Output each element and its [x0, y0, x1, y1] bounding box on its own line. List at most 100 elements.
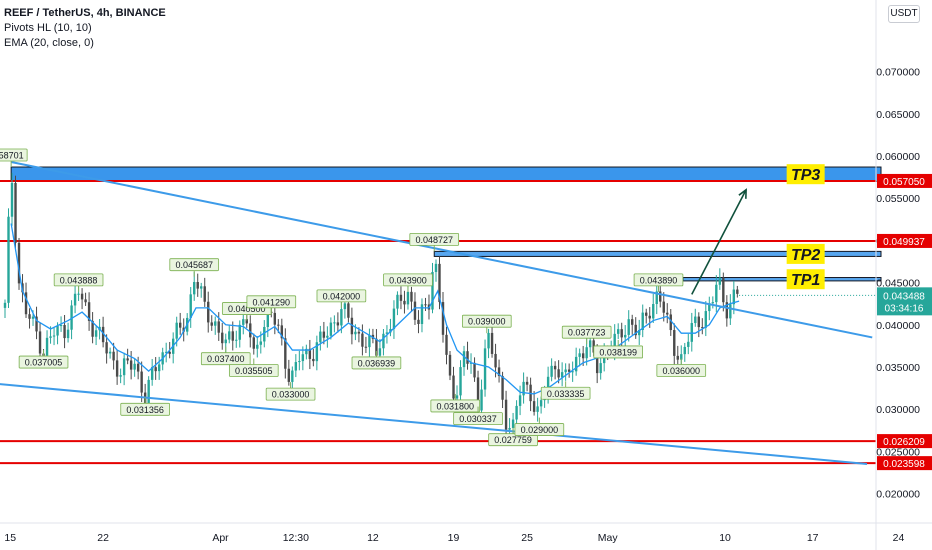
target-arrow[interactable] — [691, 189, 747, 295]
target-zone-tp2[interactable] — [433, 250, 882, 257]
candle-body — [385, 332, 389, 334]
candle-body — [736, 289, 739, 294]
candle-body — [280, 325, 284, 339]
candle-body — [666, 312, 669, 315]
x-tick-label: 25 — [521, 532, 533, 544]
y-tick-label: 0.035000 — [876, 362, 920, 374]
pivot-label-box — [514, 423, 565, 436]
level-price-label: 0.026209 — [883, 437, 925, 448]
candle-body — [56, 326, 59, 336]
quote-unit-button[interactable]: USDT — [888, 5, 920, 23]
y-tick-label: 0.065000 — [876, 109, 920, 121]
candle-body — [599, 363, 602, 374]
candle-body — [715, 284, 718, 303]
candle-countdown-label: 03:34:16 — [885, 303, 924, 314]
candle-body — [375, 338, 378, 356]
target-zone-tp3[interactable] — [10, 166, 882, 182]
candle-body — [308, 348, 312, 359]
candle-body — [336, 322, 340, 326]
candle-body — [638, 330, 641, 336]
candle-body — [434, 263, 438, 272]
candle-body — [210, 322, 213, 326]
indicator-pivots-label[interactable]: Pivots HL (10, 10) — [4, 22, 92, 34]
candle-body — [659, 291, 662, 302]
candle-body — [364, 346, 368, 348]
level-price-tag — [877, 434, 932, 449]
candle-body — [725, 302, 729, 319]
pivot-label: 0.033335 — [547, 389, 585, 399]
pivot-label: 0.043888 — [60, 275, 98, 285]
pivot-label: 0.036000 — [662, 366, 700, 376]
pivot-label-box — [383, 273, 433, 287]
candle-body — [3, 302, 7, 308]
candle-body — [245, 319, 248, 324]
pivot-label-box — [593, 345, 643, 359]
candle-body — [487, 332, 490, 349]
pivot-label: 0.027759 — [494, 435, 532, 445]
tp-label-box — [786, 164, 825, 185]
candle-body — [193, 282, 196, 295]
pivot-label: 0.039000 — [468, 317, 506, 327]
candle-body — [662, 301, 665, 313]
candle-body — [207, 301, 210, 323]
y-tick-label: 0.060000 — [876, 151, 920, 163]
current-price-label: 0.043488 — [883, 291, 925, 302]
level-price-tag — [877, 456, 932, 471]
target-zone-tp1[interactable] — [682, 277, 882, 282]
symbol-title[interactable]: REEF / TetherUS, 4h, BINANCE — [4, 7, 166, 19]
candle-body — [483, 348, 487, 390]
candle-body — [494, 353, 497, 368]
candle-body — [200, 286, 203, 289]
trendline-upper[interactable] — [10, 160, 873, 339]
candle-body — [73, 293, 77, 306]
trendline-lower[interactable] — [0, 383, 868, 465]
candle-body — [35, 316, 38, 332]
indicator-ema-label[interactable]: EMA (20, close, 0) — [4, 37, 94, 49]
level-price-label: 0.057050 — [883, 177, 925, 188]
candle-body — [722, 277, 725, 303]
candle-body — [711, 302, 715, 304]
tp-label-box — [786, 243, 825, 264]
pivot-label-box — [453, 412, 503, 425]
candle-body — [217, 321, 220, 333]
x-tick-label: 17 — [807, 532, 819, 544]
candle-body — [718, 277, 722, 285]
candle-body — [641, 312, 644, 331]
candle-body — [476, 377, 480, 411]
pivot-label-box — [461, 314, 512, 328]
candle-body — [196, 282, 199, 289]
pivot-label: 0.030337 — [459, 414, 497, 424]
candle-body — [105, 342, 108, 354]
candle-body — [157, 364, 161, 372]
candle-body — [680, 354, 683, 360]
candle-body — [473, 362, 476, 378]
candle-body — [438, 263, 441, 303]
pivot-label: 0.035505 — [235, 366, 273, 376]
candle-body — [448, 354, 452, 376]
candle-body — [136, 363, 140, 372]
level-price-tag — [877, 233, 932, 248]
pivot-label-box — [409, 232, 460, 246]
y-tick-label: 0.055000 — [876, 193, 920, 205]
candle-body — [263, 326, 266, 342]
candle-body — [648, 315, 651, 319]
candle-body — [631, 319, 634, 325]
candle-body — [238, 324, 241, 340]
candle-body — [588, 340, 592, 348]
pivot-label: 0.031800 — [436, 401, 474, 411]
candle-body — [501, 376, 504, 400]
candle-body — [431, 271, 434, 310]
candle-body — [687, 341, 690, 347]
candle-body — [347, 303, 350, 318]
candle-body — [298, 361, 301, 363]
candle-body — [655, 291, 658, 305]
x-tick-label: 15 — [4, 532, 16, 544]
candle-body — [480, 389, 483, 411]
y-tick-label: 0.025000 — [876, 446, 920, 458]
candle-body — [585, 347, 588, 359]
tp-label-tp3: TP3 — [791, 167, 820, 184]
candle-body — [504, 399, 508, 430]
pivot-label-box — [246, 295, 297, 309]
candle-body — [701, 327, 704, 329]
